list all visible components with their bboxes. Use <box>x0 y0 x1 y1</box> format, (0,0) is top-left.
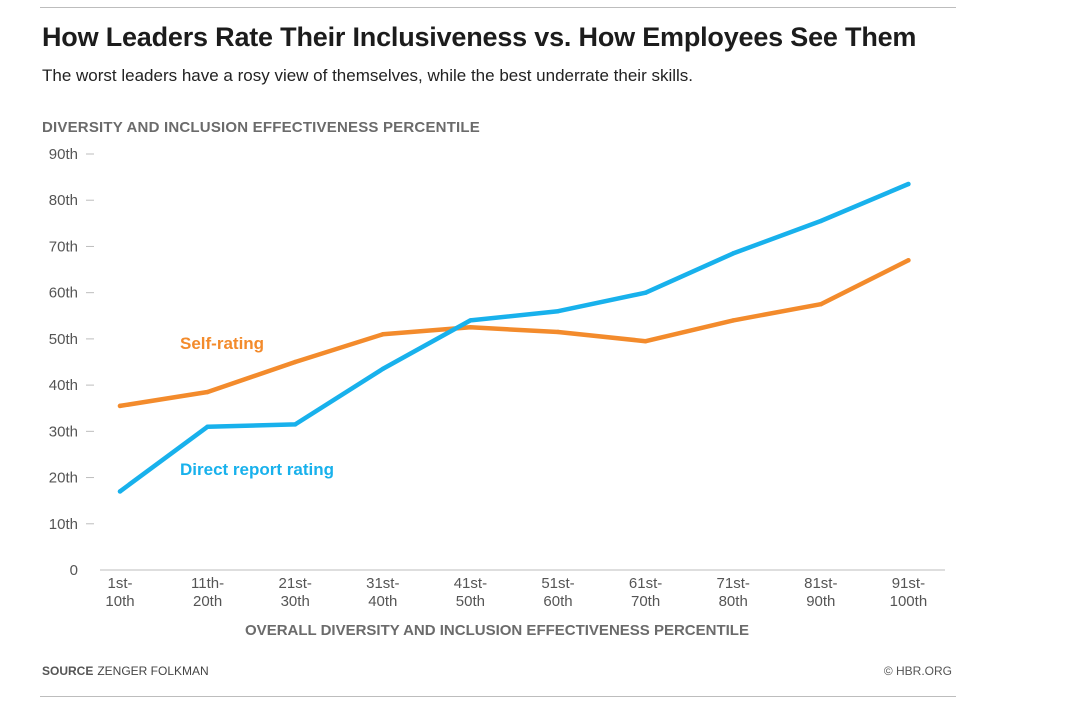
x-tick-label: 11th- <box>191 575 224 592</box>
y-tick-label: 60th <box>49 285 78 302</box>
y-tick-label: 20th <box>49 470 78 487</box>
x-tick-label: 61st- <box>629 575 662 592</box>
direct-report-rating-point <box>643 290 648 295</box>
direct-report-rating-point <box>468 318 473 323</box>
x-tick-label: 40th <box>368 593 397 610</box>
x-tick-label: 31st- <box>366 575 399 592</box>
y-tick-label: 90th <box>49 146 78 163</box>
direct-report-rating-line <box>117 181 911 494</box>
top-rule <box>40 7 956 8</box>
chart-title: How Leaders Rate Their Inclusiveness vs.… <box>42 22 917 52</box>
y-tick-label: 30th <box>49 423 78 440</box>
self-rating-point <box>117 403 123 409</box>
self-rating-point <box>818 302 823 307</box>
direct-report-rating-point <box>818 218 823 224</box>
x-tick-label: 30th <box>281 593 310 610</box>
x-tick-label: 50th <box>456 593 485 610</box>
source-label: SOURCE <box>42 664 94 678</box>
self-rating-point <box>468 325 473 330</box>
x-tick-label: 80th <box>719 593 748 610</box>
y-tick-label: 50th <box>49 331 78 348</box>
x-tick-label: 60th <box>543 593 572 610</box>
x-tick-label: 20th <box>193 593 222 610</box>
direct-report-rating-point <box>731 251 736 256</box>
bottom-rule <box>40 696 956 697</box>
x-tick-label: 41st- <box>454 575 487 592</box>
self-rating-label: Self-rating <box>180 334 264 353</box>
y-tick-label: 70th <box>49 238 78 255</box>
self-rating-point <box>643 339 648 344</box>
y-axis-title: DIVERSITY AND INCLUSION EFFECTIVENESS PE… <box>42 119 480 136</box>
x-tick-label: 51st- <box>541 575 574 592</box>
x-tick-label: 100th <box>890 593 928 610</box>
self-rating-line <box>117 258 911 409</box>
chart-subtitle: The worst leaders have a rosy view of th… <box>42 66 694 85</box>
self-rating-point <box>205 389 210 395</box>
x-axis-title: OVERALL DIVERSITY AND INCLUSION EFFECTIV… <box>245 622 749 639</box>
y-tick-label: 80th <box>49 192 78 209</box>
x-tick-label: 1st- <box>107 575 132 592</box>
x-tick-label: 70th <box>631 593 660 610</box>
source-text: ZENGER FOLKMAN <box>97 664 209 678</box>
x-tick-label: 71st- <box>717 575 750 592</box>
x-tick-label: 81st- <box>804 575 837 592</box>
direct-report-rating-point <box>906 181 911 187</box>
direct-report-rating-point <box>555 308 561 314</box>
self-rating-point <box>380 332 385 337</box>
x-tick-label: 21st- <box>279 575 312 592</box>
source-note: SOURCE ZENGER FOLKMAN <box>42 664 209 678</box>
y-tick-label: 0 <box>70 562 78 579</box>
direct-report-rating-point <box>205 424 210 429</box>
direct-report-rating-label: Direct report rating <box>180 460 334 479</box>
y-tick-label: 10th <box>49 516 78 533</box>
x-tick-label: 91st- <box>892 575 925 592</box>
self-rating-point <box>731 318 736 323</box>
x-tick-label: 10th <box>105 593 134 610</box>
direct-report-rating-point <box>380 366 385 372</box>
hbr-credit: © HBR.ORG <box>883 664 952 678</box>
self-rating-point <box>555 329 561 335</box>
x-tick-label: 90th <box>806 593 835 610</box>
direct-report-rating-point <box>293 422 298 427</box>
direct-report-rating-point <box>117 489 123 494</box>
self-rating-point <box>906 258 911 263</box>
self-rating-point <box>293 359 298 365</box>
y-tick-label: 40th <box>49 377 78 394</box>
